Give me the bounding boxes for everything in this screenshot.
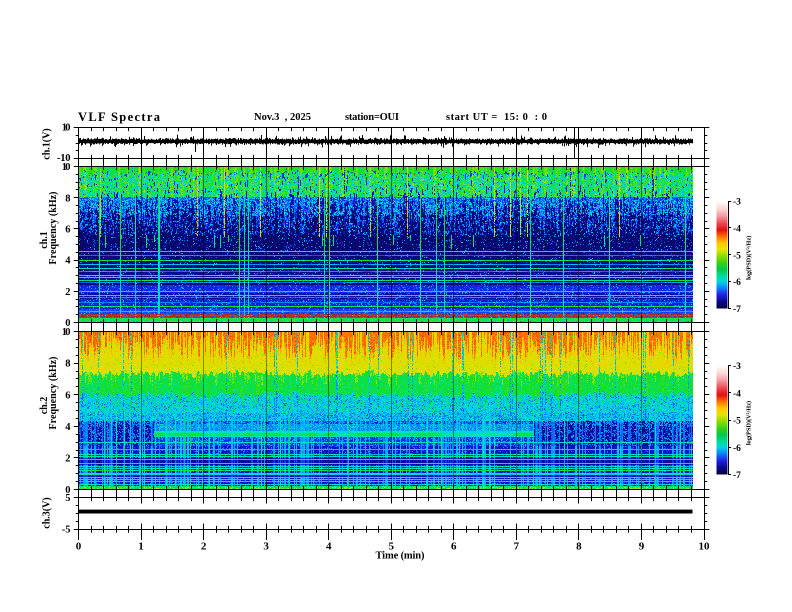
svg-text:3: 3 <box>263 540 269 552</box>
svg-text:-7: -7 <box>733 305 741 315</box>
svg-text:ch.3(V): ch.3(V) <box>41 497 52 528</box>
svg-text:-4: -4 <box>733 224 741 234</box>
svg-text:2: 2 <box>65 454 70 465</box>
svg-text:VLF Spectra: VLF Spectra <box>78 110 161 124</box>
svg-text:Frequency (kHz): Frequency (kHz) <box>48 357 59 430</box>
svg-text:-5: -5 <box>733 251 741 261</box>
svg-text:0: 0 <box>65 485 70 496</box>
svg-text:Time (min): Time (min) <box>376 551 426 562</box>
svg-text:6: 6 <box>451 540 457 552</box>
svg-text:start UT = 15: 0 : 0: start UT = 15: 0 : 0 <box>446 112 547 123</box>
svg-text:4: 4 <box>326 540 332 552</box>
svg-text:6: 6 <box>65 225 70 236</box>
svg-text:8: 8 <box>576 540 582 552</box>
svg-text:8: 8 <box>65 359 70 370</box>
svg-text:-5: -5 <box>733 417 741 427</box>
svg-text:1: 1 <box>138 540 144 552</box>
svg-text:-10: -10 <box>57 153 71 164</box>
svg-text:-7: -7 <box>733 471 741 481</box>
svg-text:2: 2 <box>65 287 70 298</box>
svg-text:-4: -4 <box>733 389 741 399</box>
svg-text:ch.2: ch.2 <box>39 397 50 415</box>
svg-text:5: 5 <box>389 540 395 552</box>
svg-text:10: 10 <box>699 540 711 552</box>
svg-text:Nov.3 , 2025: Nov.3 , 2025 <box>254 112 311 123</box>
svg-text:ch.1: ch.1 <box>39 231 50 249</box>
svg-text:4: 4 <box>65 422 71 433</box>
svg-text:log(PSD)(V²/Hz): log(PSD)(V²/Hz) <box>746 401 753 445</box>
svg-text:-5: -5 <box>62 525 71 536</box>
svg-text:10: 10 <box>62 123 71 134</box>
svg-text:log(PSD)(V²/Hz): log(PSD)(V²/Hz) <box>746 236 753 280</box>
svg-text:4: 4 <box>65 256 71 267</box>
svg-text:7: 7 <box>514 540 520 552</box>
svg-text:2: 2 <box>201 540 207 552</box>
svg-text:-3: -3 <box>733 198 741 208</box>
svg-text:ch.1(V): ch.1(V) <box>41 128 52 159</box>
svg-text:8: 8 <box>65 193 70 204</box>
svg-text:5: 5 <box>65 493 70 504</box>
svg-text:10: 10 <box>62 162 71 173</box>
svg-text:0: 0 <box>76 540 82 552</box>
svg-text:10: 10 <box>62 327 71 338</box>
svg-text:0: 0 <box>65 318 70 329</box>
svg-text:9: 9 <box>639 540 645 552</box>
svg-text:-6: -6 <box>733 278 741 288</box>
svg-text:-6: -6 <box>733 444 741 454</box>
svg-text:Frequency (kHz): Frequency (kHz) <box>48 192 59 265</box>
svg-text:station=OUI: station=OUI <box>345 112 399 123</box>
svg-text:6: 6 <box>65 390 70 401</box>
svg-text:-3: -3 <box>733 362 741 372</box>
